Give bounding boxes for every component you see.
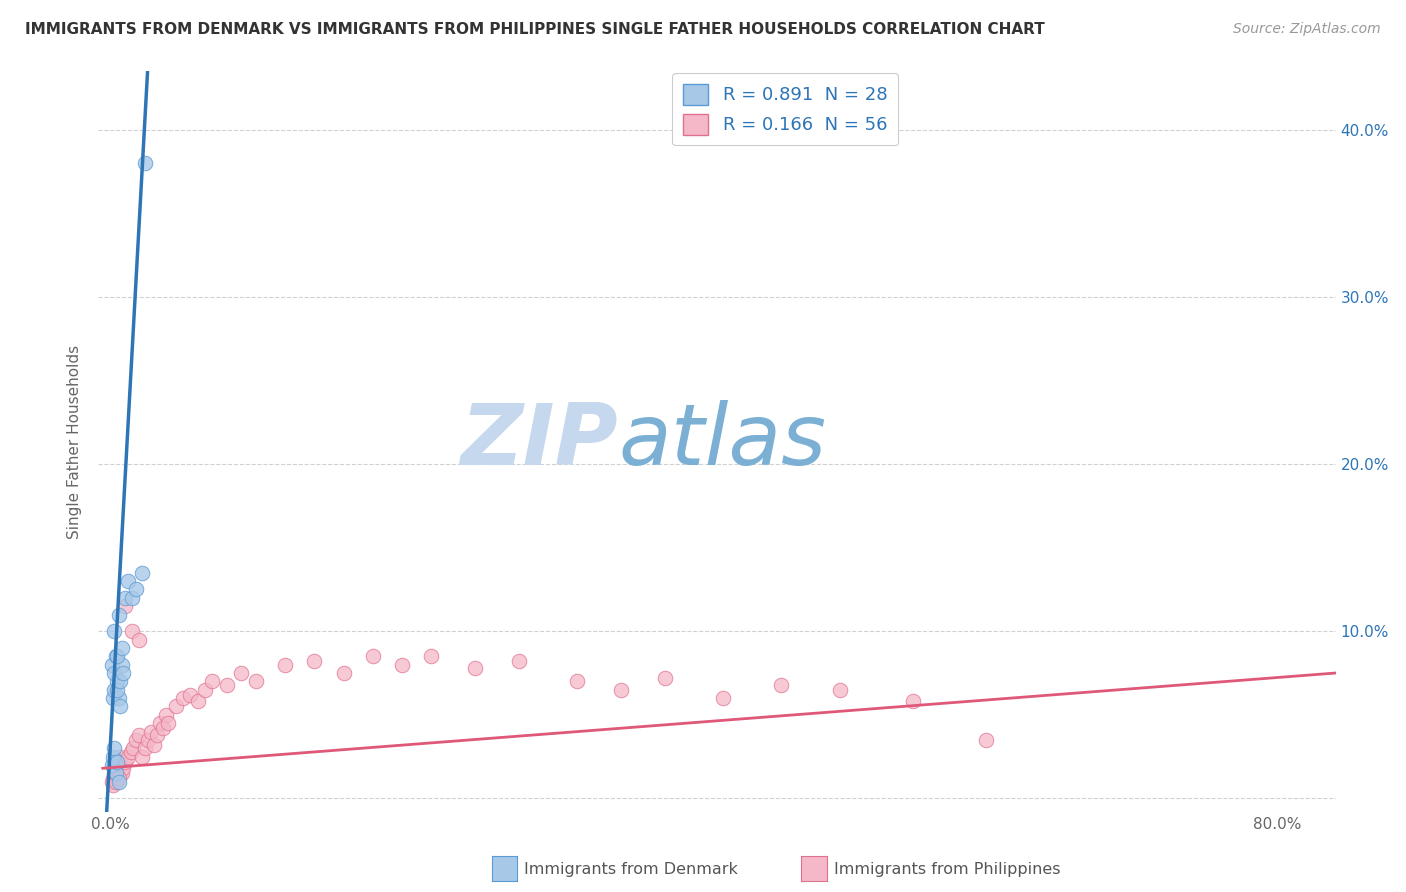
- Point: [149, 716, 172, 731]
- Point: [131, 749, 153, 764]
- Point: [231, 665, 253, 680]
- Text: Immigrants from Philippines: Immigrants from Philippines: [834, 863, 1060, 877]
- Point: [114, 599, 136, 614]
- Point: [974, 732, 997, 747]
- Point: [103, 665, 125, 680]
- Point: [103, 741, 125, 756]
- Point: [121, 624, 143, 639]
- Text: Source: ZipAtlas.com: Source: ZipAtlas.com: [1233, 22, 1381, 37]
- Point: [112, 761, 135, 775]
- Point: [111, 657, 134, 672]
- Point: [134, 741, 156, 756]
- Point: [828, 682, 851, 697]
- Point: [108, 607, 131, 622]
- Point: [108, 772, 131, 786]
- Point: [245, 674, 267, 689]
- Point: [125, 732, 148, 747]
- Point: [114, 591, 136, 605]
- Point: [114, 755, 136, 769]
- Point: [101, 749, 124, 764]
- Point: [215, 678, 238, 692]
- Point: [654, 671, 676, 685]
- Point: [100, 657, 122, 672]
- Point: [103, 766, 125, 780]
- Text: Immigrants from Denmark: Immigrants from Denmark: [524, 863, 738, 877]
- Point: [122, 741, 145, 756]
- Point: [105, 682, 128, 697]
- Point: [901, 694, 924, 708]
- Point: [105, 649, 128, 664]
- Point: [179, 688, 201, 702]
- Point: [508, 654, 530, 668]
- Point: [125, 582, 148, 597]
- Legend: R = 0.891  N = 28, R = 0.166  N = 56: R = 0.891 N = 28, R = 0.166 N = 56: [672, 73, 898, 145]
- Point: [108, 691, 131, 706]
- Point: [464, 661, 486, 675]
- Point: [104, 774, 127, 789]
- Point: [101, 772, 124, 786]
- Point: [120, 745, 142, 759]
- Point: [770, 678, 793, 692]
- Point: [121, 591, 143, 605]
- Point: [104, 649, 127, 664]
- Point: [420, 649, 443, 664]
- Point: [108, 755, 131, 769]
- Y-axis label: Single Father Households: Single Father Households: [67, 344, 83, 539]
- Point: [103, 624, 125, 639]
- Point: [117, 749, 139, 764]
- Point: [100, 774, 122, 789]
- Point: [332, 665, 354, 680]
- Point: [134, 156, 156, 170]
- Point: [146, 728, 169, 742]
- Point: [142, 738, 165, 752]
- Point: [165, 699, 187, 714]
- Point: [361, 649, 384, 664]
- Point: [101, 691, 124, 706]
- Point: [101, 778, 124, 792]
- Point: [112, 665, 135, 680]
- Point: [110, 749, 132, 764]
- Point: [104, 766, 127, 780]
- Point: [152, 721, 174, 735]
- Point: [172, 691, 194, 706]
- Point: [274, 657, 297, 672]
- Point: [111, 640, 134, 655]
- Point: [100, 758, 122, 772]
- Text: IMMIGRANTS FROM DENMARK VS IMMIGRANTS FROM PHILIPPINES SINGLE FATHER HOUSEHOLDS : IMMIGRANTS FROM DENMARK VS IMMIGRANTS FR…: [25, 22, 1045, 37]
- Point: [110, 674, 132, 689]
- Point: [105, 674, 128, 689]
- Point: [304, 654, 326, 668]
- Point: [111, 766, 134, 780]
- Point: [105, 755, 128, 769]
- Point: [108, 774, 131, 789]
- Point: [391, 657, 413, 672]
- Point: [105, 758, 128, 772]
- Point: [157, 716, 180, 731]
- Text: ZIP: ZIP: [460, 400, 619, 483]
- Point: [565, 674, 588, 689]
- Point: [610, 682, 633, 697]
- Point: [103, 682, 125, 697]
- Point: [139, 724, 162, 739]
- Text: atlas: atlas: [619, 400, 827, 483]
- Point: [131, 566, 153, 580]
- Point: [128, 632, 150, 647]
- Point: [110, 699, 132, 714]
- Point: [187, 694, 209, 708]
- Point: [711, 691, 734, 706]
- Point: [194, 682, 217, 697]
- Point: [117, 574, 139, 588]
- Point: [155, 707, 177, 722]
- Point: [104, 761, 127, 775]
- Point: [136, 732, 159, 747]
- Point: [128, 728, 150, 742]
- Point: [201, 674, 224, 689]
